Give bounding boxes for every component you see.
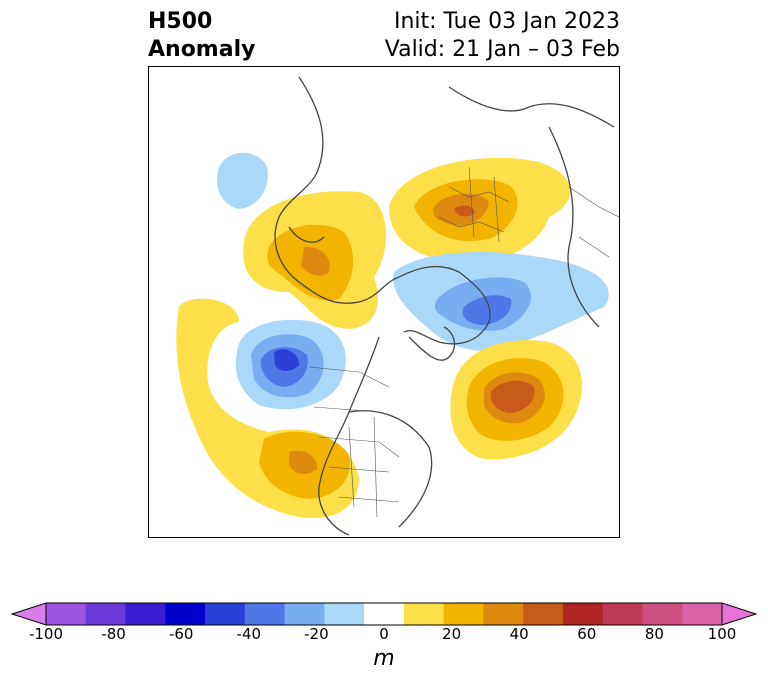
colorbar-segment <box>324 603 365 625</box>
colorbar-tick-label: -40 <box>236 625 262 643</box>
valid-period: Valid: 21 Jan – 03 Feb <box>384 37 620 62</box>
colorbar-extend-high <box>721 602 758 626</box>
colorbar-tick-label: -100 <box>28 625 64 643</box>
init-date: Init: Tue 03 Jan 2023 <box>393 9 620 34</box>
colorbar-tick-label: 0 <box>379 625 389 643</box>
colorbar-tick-label: -60 <box>168 625 194 643</box>
colorbar-unit: m <box>373 646 395 671</box>
anomaly-gulf-of-alaska <box>235 319 346 410</box>
borders <box>308 166 619 518</box>
colorbar-segment <box>284 603 325 625</box>
colorbar-tick-label: 80 <box>644 625 664 643</box>
colorbar-tick-label: 60 <box>577 625 597 643</box>
anomaly-western-us <box>176 298 359 519</box>
colorbar-tick-label: -20 <box>304 625 329 643</box>
title-anomaly: Anomaly <box>148 37 256 62</box>
colorbar-tick-label: -80 <box>101 625 126 643</box>
title-variable: H500 <box>148 9 213 34</box>
colorbar-segment <box>642 603 683 625</box>
colorbar-segment <box>364 603 405 625</box>
colorbar-segment <box>483 603 524 625</box>
colorbar <box>10 602 758 626</box>
anomaly-alaska <box>243 191 386 329</box>
colorbar-segment <box>165 603 206 625</box>
colorbar-segment <box>205 603 246 625</box>
colorbar-extend-low <box>10 602 47 626</box>
colorbar-segment <box>403 603 445 625</box>
colorbar-segment <box>46 603 87 625</box>
colorbar-segment <box>244 603 286 625</box>
colorbar-tick-label: 100 <box>707 625 737 643</box>
colorbar-segment <box>85 603 127 625</box>
colorbar-segment <box>523 603 564 625</box>
title-right: Init: Tue 03 Jan 2023 Valid: 21 Jan – 03… <box>385 8 620 64</box>
anomaly-map <box>148 66 620 538</box>
anomaly-siberia <box>389 157 571 263</box>
colorbar-segment <box>562 603 604 625</box>
title-left: H500 Anomaly <box>148 8 255 64</box>
colorbar-tick-label: 40 <box>509 625 529 643</box>
colorbar-tick-label: 20 <box>442 625 462 643</box>
anomaly-scandinavia <box>393 252 609 351</box>
colorbar-segment <box>443 603 484 625</box>
colorbar-segment <box>125 603 166 625</box>
anomaly-nw-pacific-negative <box>217 152 268 209</box>
colorbar-segment <box>682 603 723 625</box>
anomaly-north-atlantic <box>450 340 582 460</box>
colorbar-frame <box>45 602 723 626</box>
map-svg <box>176 76 619 536</box>
colorbar-segment <box>602 603 643 625</box>
